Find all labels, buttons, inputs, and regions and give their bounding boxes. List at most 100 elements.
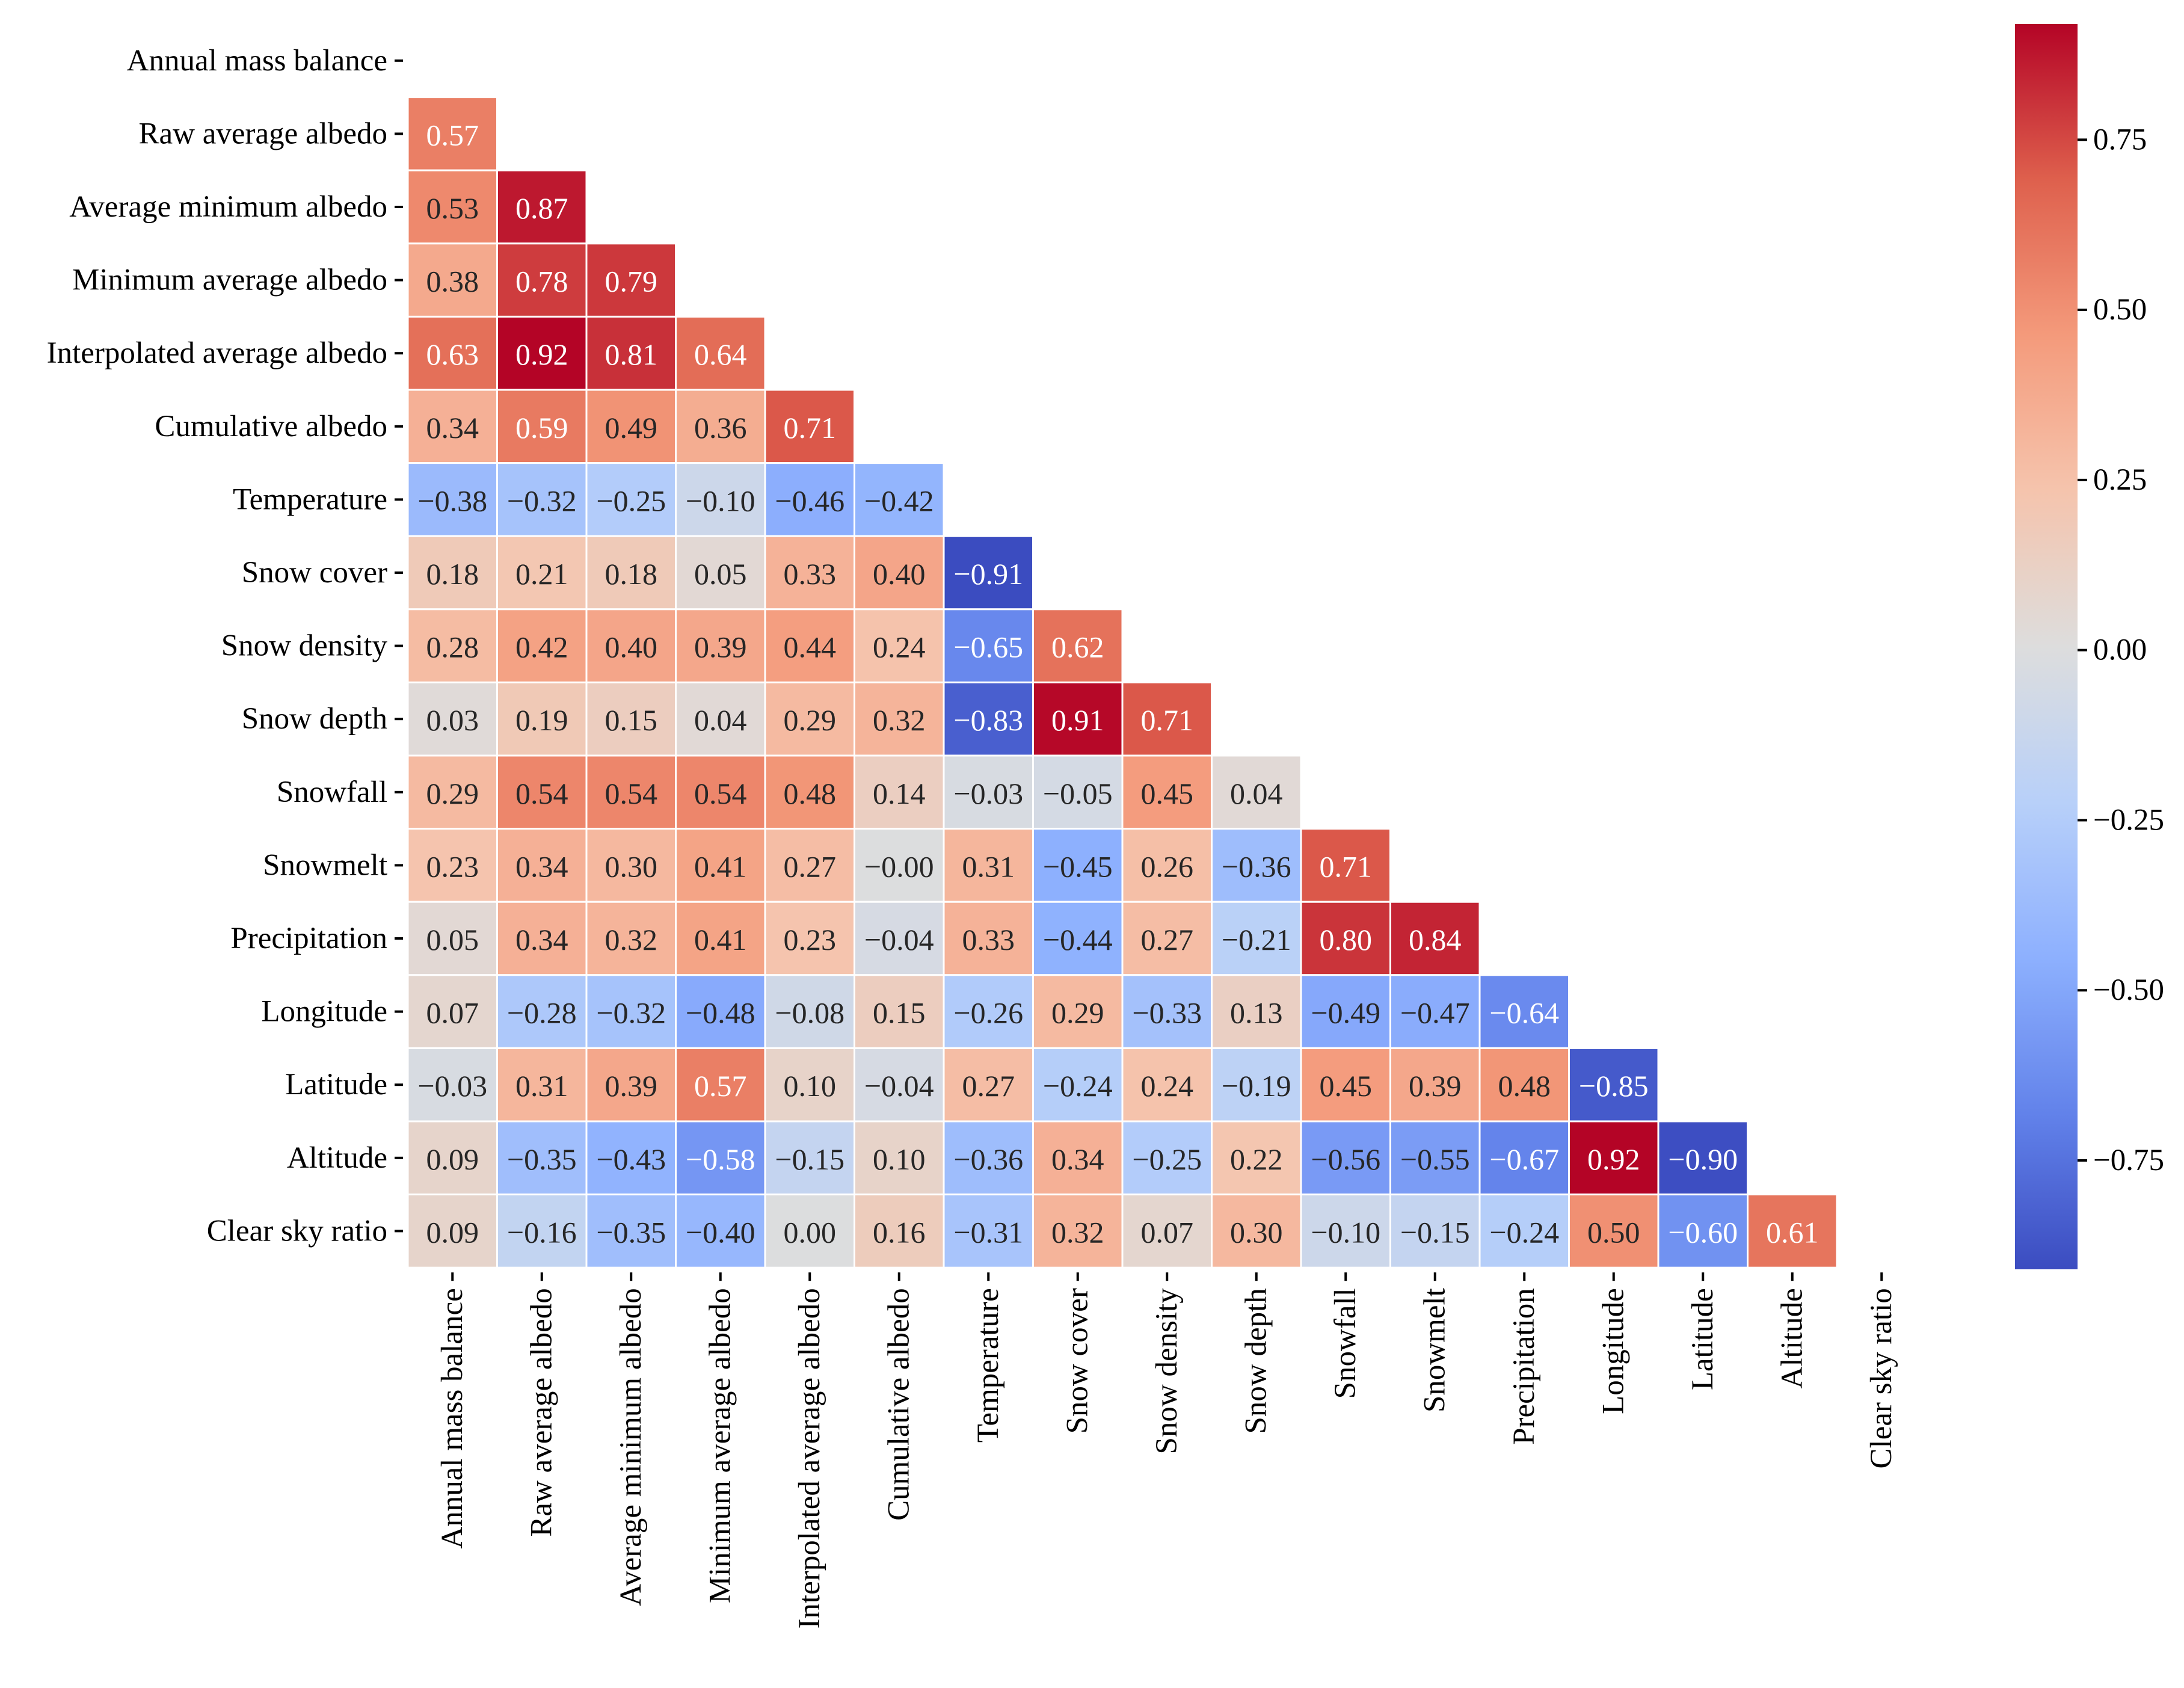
- heatmap-cell: [764, 608, 855, 683]
- cell-value-label: 0.54: [694, 777, 747, 810]
- cell-value-label: −0.36: [953, 1142, 1023, 1176]
- cell-value-label: 0.62: [1051, 630, 1104, 664]
- heatmap-cell: [407, 754, 498, 830]
- row-tick-label: Raw average albedo: [139, 117, 387, 150]
- heatmap-cell: [407, 1194, 498, 1269]
- heatmap-cell: [1478, 1194, 1570, 1269]
- heatmap-cell: [585, 1047, 677, 1123]
- heatmap-cell: [1300, 1047, 1391, 1123]
- cell-value-label: 0.13: [1230, 996, 1283, 1030]
- heatmap-cell: [496, 1047, 588, 1123]
- heatmap-cell: [675, 608, 766, 683]
- cell-value-label: 0.79: [605, 265, 658, 298]
- cell-value-label: 0.71: [784, 411, 837, 445]
- cell-value-label: 0.39: [694, 630, 747, 664]
- cell-value-label: 0.81: [605, 337, 658, 371]
- cell-value-label: 0.16: [873, 1215, 926, 1249]
- cell-value-label: 0.19: [515, 703, 568, 737]
- heatmap-cell: [407, 608, 498, 683]
- heatmap-cell: [854, 608, 945, 683]
- cell-value-label: 0.09: [426, 1215, 479, 1249]
- column-tick-label: Snowmelt: [1418, 1288, 1452, 1412]
- cell-value-label: 0.26: [1141, 849, 1194, 883]
- cell-value-label: 0.03: [426, 703, 479, 737]
- row-tick-label: Cumulative albedo: [155, 410, 387, 443]
- heatmap-cell: [675, 1047, 766, 1123]
- cell-value-label: 0.10: [784, 1069, 837, 1103]
- cell-value-label: 0.45: [1141, 777, 1194, 810]
- heatmap-cell: [1300, 974, 1391, 1049]
- cell-value-label: −0.49: [1311, 996, 1380, 1030]
- cell-value-label: −0.21: [1222, 923, 1291, 956]
- cell-value-label: −0.64: [1489, 996, 1559, 1030]
- cell-value-label: −0.48: [686, 996, 755, 1030]
- heatmap-cell: [585, 1120, 677, 1196]
- row-tick-label: Snowfall: [277, 775, 387, 809]
- row-tick-labels: Annual mass balance Raw average albedo Ave…: [47, 44, 403, 1248]
- cell-value-label: 0.41: [694, 923, 747, 956]
- cell-value-label: 0.42: [515, 630, 568, 664]
- column-tick-label: Annual mass balance: [435, 1288, 469, 1548]
- cell-value-label: −0.43: [596, 1142, 666, 1176]
- cell-value-label: −0.55: [1400, 1142, 1470, 1176]
- cell-value-label: 0.39: [605, 1069, 658, 1103]
- cell-value-label: 0.18: [605, 557, 658, 591]
- column-tick-label: Snow depth: [1240, 1288, 1273, 1434]
- heatmap-cell: [1211, 828, 1302, 903]
- heatmap-cell: [1300, 901, 1391, 976]
- column-tick-label: Interpolated average albedo: [793, 1288, 826, 1628]
- row-tick-label: Precipitation: [230, 922, 387, 955]
- cell-value-label: 0.54: [605, 777, 658, 810]
- cell-value-label: 0.27: [1141, 923, 1194, 956]
- column-tick-label: Average minimum albedo: [614, 1288, 648, 1606]
- cell-value-label: 0.29: [784, 703, 837, 737]
- heatmap-cell: [585, 1194, 677, 1269]
- column-tick-label: Snowfall: [1329, 1288, 1362, 1399]
- row-tick-label: Interpolated average albedo: [47, 336, 387, 370]
- heatmap-cell: [496, 608, 588, 683]
- row-tick-label: Snow density: [221, 629, 388, 663]
- heatmap-cell: [496, 462, 588, 537]
- colorbar-ticks: 0.75 0.50 0.25 0.00 −0.25 −0.50 −0.75: [2078, 123, 2164, 1177]
- heatmap-cell: [496, 1194, 588, 1269]
- row-tick-label: Altitude: [287, 1141, 387, 1175]
- cell-value-label: 0.00: [784, 1215, 837, 1249]
- cell-value-label: −0.28: [507, 996, 577, 1030]
- cell-value-label: −0.08: [775, 996, 844, 1030]
- colorbar-tick-label: 0.75: [2093, 123, 2147, 156]
- cell-value-label: 0.80: [1320, 923, 1373, 956]
- cell-value-label: 0.36: [694, 411, 747, 445]
- heatmap-cell: [585, 901, 677, 976]
- cell-value-label: −0.31: [953, 1215, 1023, 1249]
- row-tick-label: Snow depth: [242, 702, 387, 736]
- cell-value-label: −0.85: [1579, 1069, 1649, 1103]
- cell-value-label: −0.67: [1489, 1142, 1559, 1176]
- cell-value-label: 0.39: [1409, 1069, 1462, 1103]
- cell-value-label: −0.33: [1132, 996, 1202, 1030]
- row-tick-label: Average minimum albedo: [69, 190, 387, 224]
- cell-value-label: 0.63: [426, 337, 479, 371]
- cell-value-label: −0.15: [775, 1142, 844, 1176]
- cell-value-label: −0.42: [864, 484, 934, 517]
- cell-value-label: 0.34: [515, 849, 568, 883]
- cell-value-label: 0.34: [515, 923, 568, 956]
- heatmap-cell: [407, 389, 498, 464]
- heatmap-cell: [1121, 1120, 1213, 1196]
- heatmap-cell: [943, 1047, 1034, 1123]
- colorbar-gradient: [2015, 24, 2078, 1269]
- heatmap-cell: [1121, 1047, 1213, 1123]
- cell-value-label: 0.57: [694, 1069, 747, 1103]
- cell-value-label: −0.32: [507, 484, 577, 517]
- heatmap-cell: [854, 974, 945, 1049]
- cell-value-label: 0.32: [605, 923, 658, 956]
- cell-value-label: −0.65: [953, 630, 1023, 664]
- cell-value-label: 0.27: [962, 1069, 1015, 1103]
- cell-value-label: −0.46: [775, 484, 844, 517]
- heatmap-cell: [407, 96, 498, 171]
- column-tick-label: Snow cover: [1061, 1288, 1095, 1434]
- cell-value-label: −0.44: [1043, 923, 1113, 956]
- heatmap-cell: [496, 389, 588, 464]
- heatmap-cell: [675, 1194, 766, 1269]
- heatmap-cell: [854, 828, 945, 903]
- heatmap-cell: [1300, 1194, 1391, 1269]
